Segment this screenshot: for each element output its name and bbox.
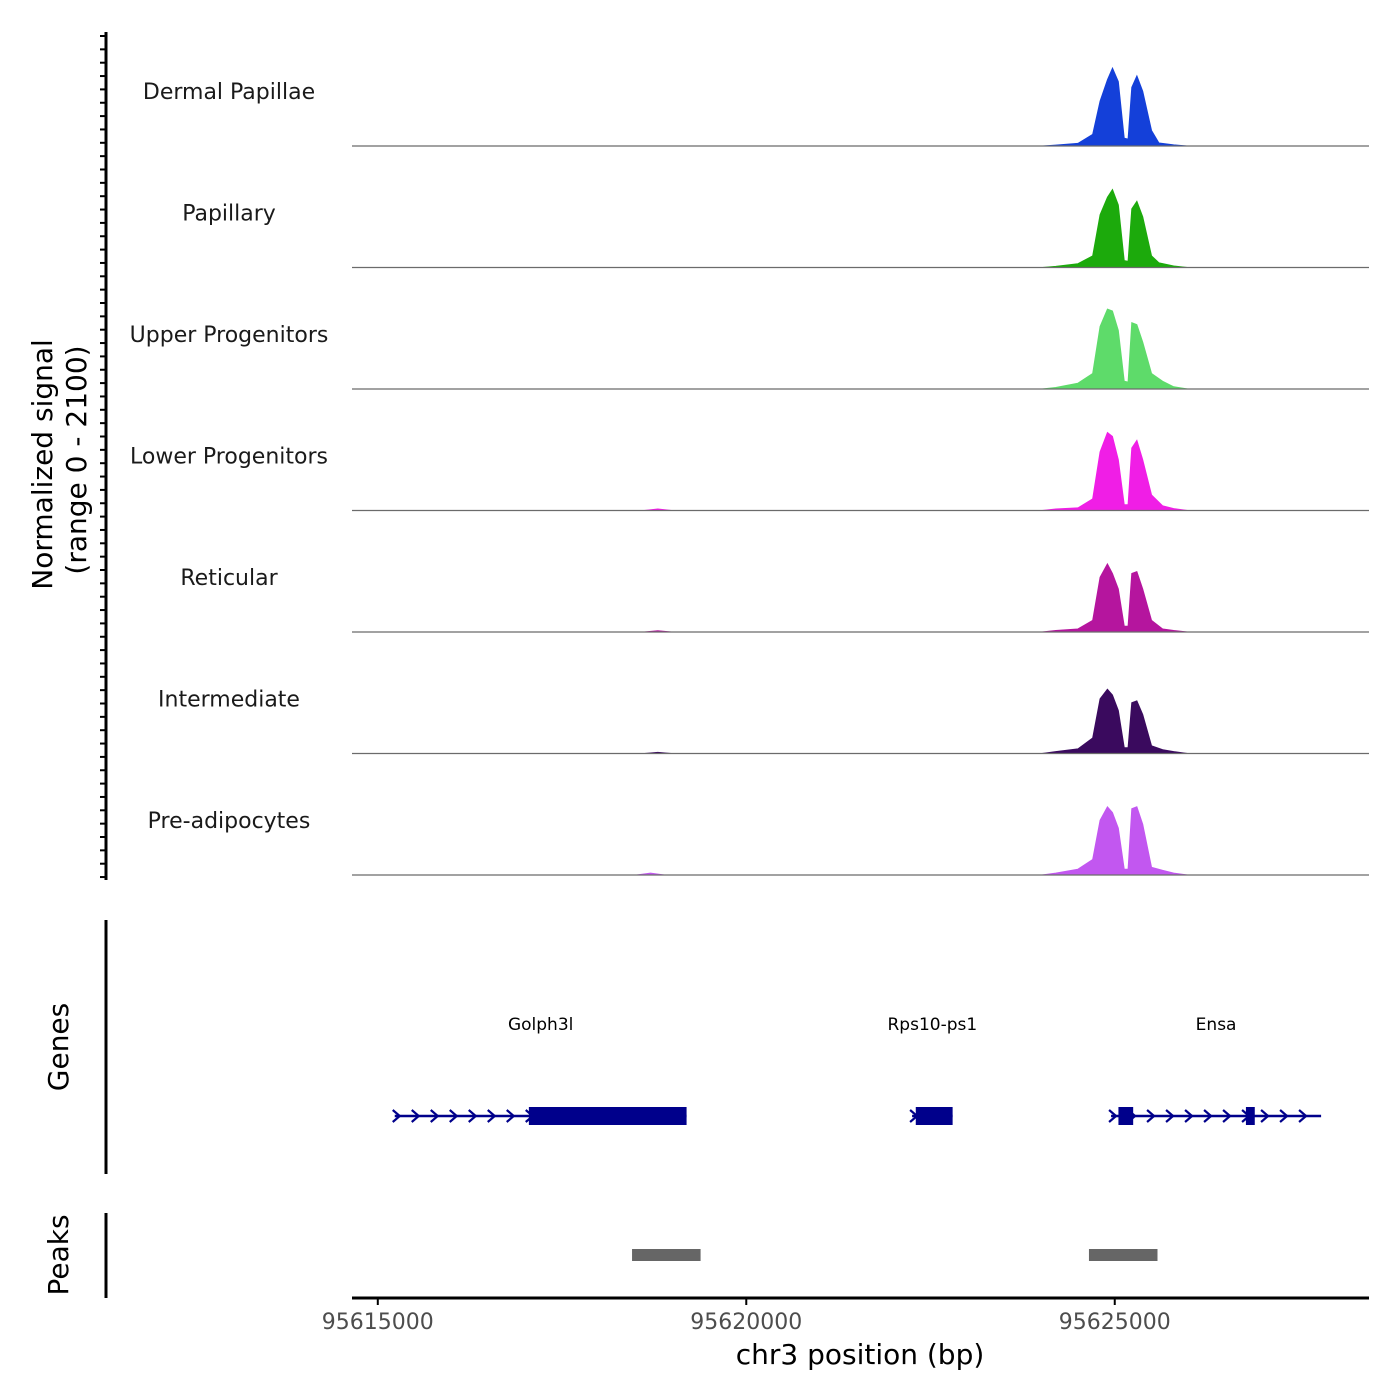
coverage-area [352,562,1369,633]
track-label: Dermal Papillae [143,80,315,105]
strand-arrow [487,1109,497,1123]
gene-label: Golph3l [508,1015,573,1035]
strand-arrow [1279,1109,1289,1123]
strand-arrow [1260,1109,1270,1123]
track-label: Reticular [180,566,278,591]
x-axis-ticks: 95615000 95620000 95625000 [322,1298,1171,1335]
peak-region [632,1249,701,1261]
x-tick-label: 95615000 [322,1310,434,1335]
track-dermal-papillae: Dermal Papillae [143,66,1369,147]
exon [1245,1107,1255,1125]
strand-arrow [1184,1109,1194,1123]
strand-arrow [411,1109,421,1123]
strand-arrow [1146,1109,1156,1123]
x-tick-label: 95625000 [1059,1310,1171,1335]
peak-region [1088,1249,1158,1261]
strand-arrow [1165,1109,1175,1123]
coverage-area [352,688,1369,754]
x-axis-title: chr3 position (bp) [736,1338,985,1371]
strand-arrow [1203,1109,1213,1123]
coverage-area [352,806,1369,876]
x-tick-label: 95620000 [690,1310,802,1335]
track-label: Lower Progenitors [130,445,328,470]
track-label: Upper Progenitors [130,323,329,348]
gene-rps10-ps1: Rps10-ps1 [888,1015,978,1125]
gene-ensa: Ensa [1108,1015,1322,1125]
track-label: Pre-adipocytes [148,809,311,834]
track-reticular: Reticular [180,562,1369,633]
strand-arrow [392,1109,402,1123]
y-axis-title: Normalized signal (range 0 - 2100) [26,330,93,589]
exon [528,1107,687,1125]
genes-panel: Genes Golph3l Rps10-ps1 Ensa [42,920,1322,1174]
track-upper-progenitors: Upper Progenitors [130,308,1369,390]
exon [915,1107,953,1125]
strand-arrow [1298,1109,1308,1123]
strand-arrow [449,1109,459,1123]
track-label: Papillary [182,202,276,227]
gene-models: Golph3l Rps10-ps1 Ensa [392,1015,1322,1125]
gene-label: Ensa [1196,1015,1237,1035]
strand-arrow [468,1109,478,1123]
gene-label: Rps10-ps1 [888,1015,978,1035]
track-intermediate: Intermediate [158,688,1369,755]
coverage-tracks: Dermal Papillae Papillary Upper Progenitor… [130,66,1369,876]
track-pre-adipocytes: Pre-adipocytes [148,806,1369,876]
genes-panel-label: Genes [42,1003,75,1091]
y-axis-title-line2: (range 0 - 2100) [60,345,93,574]
strand-arrow [1108,1109,1118,1123]
coverage-area [352,431,1369,511]
x-axis: 95615000 95620000 95625000 chr3 position (… [322,1296,1369,1371]
gene-golph3l: Golph3l [392,1015,687,1125]
strand-arrow [430,1109,440,1123]
coverage-panel: Normalized signal (range 0 - 2100) Derma… [26,32,1369,880]
track-lower-progenitors: Lower Progenitors [130,431,1369,512]
coverage-area [352,308,1369,390]
strand-arrow [506,1109,516,1123]
strand-arrow [1222,1109,1232,1123]
peaks-panel: Peaks [42,1213,1158,1298]
coverage-area [352,66,1369,147]
peak-regions [632,1249,1158,1261]
y-axis-title-line1: Normalized signal [26,339,59,590]
exon [1118,1107,1134,1125]
y-axis-ticks [100,35,106,879]
coverage-area [352,188,1369,268]
track-label: Intermediate [158,688,300,713]
track-papillary: Papillary [182,188,1369,269]
peaks-panel-label: Peaks [42,1214,75,1295]
